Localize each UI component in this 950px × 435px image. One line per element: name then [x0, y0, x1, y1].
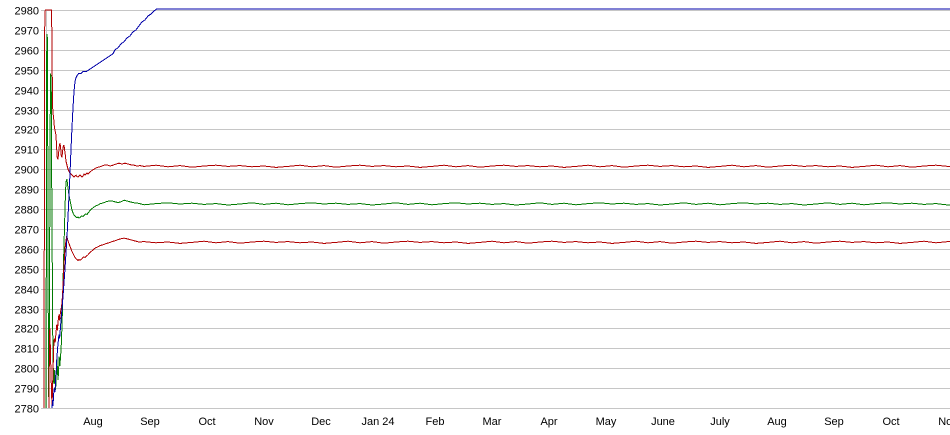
y-axis-label: 2810: [15, 344, 39, 356]
y-axis-label: 2970: [15, 26, 39, 38]
y-axis-label: 2850: [15, 265, 39, 277]
x-axis-label: Sep: [140, 416, 160, 428]
y-axis-label: 2900: [15, 165, 39, 177]
y-axis-label: 2820: [15, 324, 39, 336]
y-axis-label: 2800: [15, 364, 39, 376]
y-axis-label: 2830: [15, 305, 39, 317]
series-blue-max-line: [51, 8, 950, 409]
y-axis-label: 2890: [15, 185, 39, 197]
series-red-upper-line: [43, 9, 950, 409]
y-axis-label: 2920: [15, 125, 39, 137]
y-axis-label: 2880: [15, 205, 39, 217]
x-axis-label: Jan 24: [361, 416, 394, 428]
y-axis-label: 2870: [15, 225, 39, 237]
x-axis-label: July: [710, 416, 730, 428]
y-axis-label: 2790: [15, 384, 39, 396]
series-green-middle-line: [45, 33, 950, 409]
x-axis-label: Oct: [198, 416, 215, 428]
x-axis-label: Dec: [311, 416, 331, 428]
y-axis-label: 2780: [15, 404, 39, 416]
x-axis-label: Aug: [83, 416, 103, 428]
x-axis-label: Nov: [938, 416, 950, 428]
x-axis-label: Feb: [426, 416, 445, 428]
x-axis-label: Apr: [540, 416, 557, 428]
y-axis-label: 2960: [15, 46, 39, 58]
x-axis-label: May: [596, 416, 617, 428]
y-axis-label: 2910: [15, 145, 39, 157]
y-axis-label: 2930: [15, 106, 39, 118]
series-red-lower-line: [48, 235, 950, 409]
y-axis-label: 2940: [15, 86, 39, 98]
x-axis-label: Mar: [483, 416, 502, 428]
x-axis-label: June: [651, 416, 675, 428]
x-axis-label: Sep: [824, 416, 844, 428]
y-axis-label: 2860: [15, 245, 39, 257]
y-axis-label: 2840: [15, 285, 39, 297]
x-axis-label: Aug: [767, 416, 787, 428]
x-axis-label: Nov: [254, 416, 274, 428]
y-axis-label: 2950: [15, 66, 39, 78]
x-axis-label: Oct: [882, 416, 899, 428]
y-axis-label: 2980: [15, 6, 39, 18]
